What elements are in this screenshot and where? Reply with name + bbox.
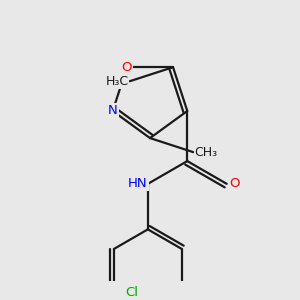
Text: O: O (122, 61, 132, 74)
Text: N: N (108, 104, 118, 118)
Text: HN: HN (128, 177, 148, 190)
Text: O: O (229, 177, 240, 190)
Text: H₃C: H₃C (105, 75, 128, 88)
Text: CH₃: CH₃ (195, 146, 218, 159)
Text: Cl: Cl (125, 286, 138, 299)
